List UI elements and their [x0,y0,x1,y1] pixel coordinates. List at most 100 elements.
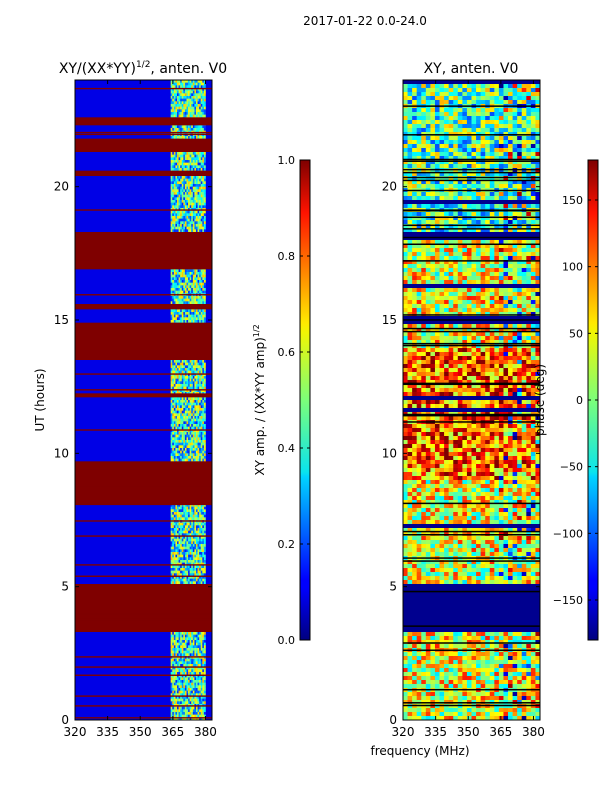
left-band-cell [192,568,195,571]
left-band-cell [189,192,192,195]
left-band-cell [180,504,183,507]
left-band-cell [175,125,178,129]
left-band-cell [194,128,197,131]
left-band-cell [188,154,190,158]
left-band-cell [199,314,202,318]
left-band-cell [200,458,203,462]
left-band-cell [192,288,195,291]
left-band-cell [203,98,206,102]
left-band-cell [203,386,206,390]
left-band-cell [186,189,189,193]
left-band-cell [186,152,189,155]
left-band-cell [189,578,192,582]
left-band-cell [178,442,181,446]
left-band-cell [178,104,181,107]
left-band-cell [173,181,176,185]
left-band-cell [200,309,203,313]
left-band-cell [200,125,203,129]
left-band-cell [183,186,186,190]
left-band-cell [189,136,192,139]
left-band-cell [203,538,206,542]
left-band-cell [170,106,173,110]
left-band-cell [172,442,175,446]
left-band-cell [173,666,176,670]
left-band-cell [203,272,206,275]
left-band-cell [184,298,187,302]
left-band-cell [199,386,202,390]
left-band-cell [191,445,194,449]
left-band-cell [194,397,197,401]
left-band-cell [191,458,194,462]
left-band-cell [203,581,206,585]
left-band-cell [202,397,205,401]
left-band-cell [181,421,184,425]
left-band-cell [173,514,176,518]
left-band-cell [186,320,189,323]
left-band-cell [172,114,175,118]
left-band-cell [197,424,200,427]
left-band-cell [188,178,190,182]
left-band-cell [177,514,179,518]
left-band-cell [173,682,176,686]
left-band-cell [189,269,192,273]
left-band-cell [199,384,202,387]
left-band-cell [189,645,192,649]
left-band-cell [191,429,194,433]
left-band-cell [199,274,202,278]
left-band-cell [199,573,202,577]
left-band-cell [184,570,187,574]
left-band-cell [170,565,173,569]
left-band-cell [194,376,197,379]
left-band-cell [175,205,178,209]
left-band-cell [195,290,198,294]
left-band-cell [186,373,189,377]
left-band-cell [183,365,186,369]
left-band-cell [184,360,187,363]
left-band-cell [173,280,176,283]
left-band-cell [180,661,183,665]
left-band-cell [199,373,202,377]
left-band-cell [181,365,184,369]
left-band-cell [199,664,202,667]
left-band-cell [183,658,186,662]
left-band-cell [202,530,205,534]
left-band-cell [184,376,187,379]
left-band-cell [183,450,186,454]
left-band-cell [197,509,200,513]
left-band-cell [186,442,189,446]
left-band-cell [172,197,175,201]
left-band-cell [183,402,186,406]
left-band-cell [181,637,184,641]
left-band-cell [175,298,178,302]
left-band-cell [191,320,194,323]
left-band-cell [199,285,202,289]
left-band-cell [188,517,190,521]
left-band-cell [180,546,183,550]
left-band-cell [200,432,203,435]
left-band-cell [178,437,181,441]
left-band-cell [180,152,183,155]
left-band-cell [170,437,173,441]
left-band-cell [188,370,190,374]
left-band-cell [199,517,202,521]
left-band-cell [192,429,195,433]
left-band-cell [191,282,194,286]
left-band-cell [186,682,189,686]
left-band-cell [203,554,206,558]
left-band-cell [186,93,189,97]
left-band-cell [189,226,192,230]
left-band-cell [188,186,190,190]
left-band-cell [184,317,187,321]
left-band-cell [181,658,184,662]
left-band-cell [197,280,200,283]
left-band-cell [181,226,184,230]
left-band-cell [183,538,186,542]
left-band-cell [186,576,189,579]
left-band-cell [199,536,202,539]
left-band-cell [194,674,197,678]
left-band-cell [172,277,175,281]
left-band-cell [181,448,184,451]
left-band-cell [173,320,176,323]
left-band-cell [192,376,195,379]
left-band-cell [192,632,195,635]
